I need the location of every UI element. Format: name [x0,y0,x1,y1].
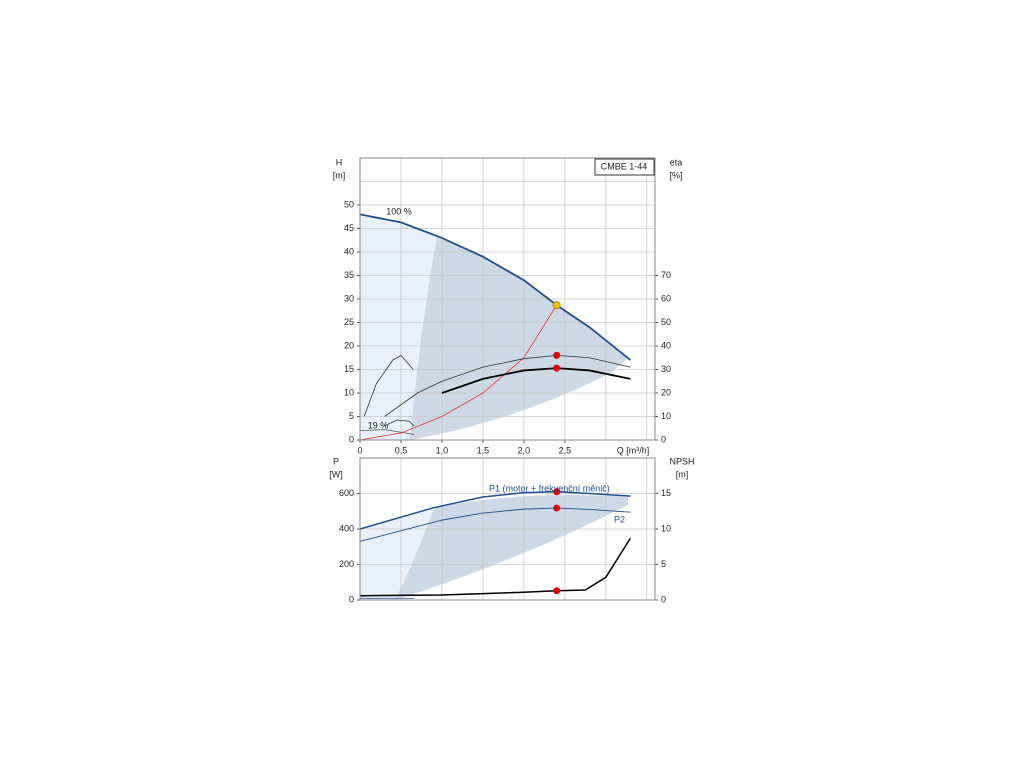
operating-point [553,587,561,595]
y2-tick-label: 0 [661,434,666,444]
x-tick-label: 1,0 [436,445,449,455]
y2-tick-label: 30 [661,364,671,374]
y-tick-label: 5 [349,411,354,421]
y-tick-label: 0 [349,434,354,444]
x-tick-label: 2,0 [518,445,531,455]
operating-point [553,488,561,496]
y2-tick-label: 10 [661,523,671,533]
y-unit: [m] [333,170,346,180]
y2-tick-label: 60 [661,293,671,303]
y-label: P [333,456,339,466]
plot-frame [359,457,656,601]
operating-point [553,364,561,372]
curve [384,419,415,427]
y2-tick-label: 40 [661,340,671,350]
range-dark [410,237,628,440]
plot-frame [359,157,656,441]
curve [384,354,631,417]
annotation: 19 % [368,420,389,430]
y-tick-label: 45 [344,223,354,233]
annotation: 100 % [386,206,412,216]
curve [441,367,631,394]
x-tick-label: 2,5 [559,445,572,455]
x-tick-label: 0 [357,445,362,455]
y-tick-label: 10 [344,387,354,397]
y2-label: NPSH [669,456,694,466]
title-box [594,158,655,176]
y-tick-label: 400 [339,523,354,533]
y-tick-label: 15 [344,364,354,374]
curve [359,213,631,361]
y-tick-label: 25 [344,317,354,327]
plot-layer: 0 0,5 1,0 1,5 2,0 2,5051015202530354045500102… [339,158,671,604]
y2-tick-label: 15 [661,488,671,498]
y2-tick-label: 50 [661,317,671,327]
y-tick-label: 35 [344,270,354,280]
range-light [360,214,437,440]
curve [363,354,414,417]
y2-tick-label: 20 [661,387,671,397]
y2-unit: [%] [669,170,682,180]
y2-tick-label: 70 [661,270,671,280]
x-label: Q [m³/h] [617,445,650,455]
y2-label: eta [670,157,683,167]
annotation: P2 [614,514,625,524]
annotation: P1 (motor + frekvenční měnič) [489,483,610,493]
y2-unit: [m] [676,469,689,479]
y-label: H [336,157,343,167]
range-dark [395,495,628,600]
y-unit: [W] [329,469,343,479]
y-tick-label: 40 [344,246,354,256]
curve [359,429,415,435]
y-tick-label: 50 [344,199,354,209]
chart-title: CMBE 1-44 [601,161,648,171]
y-tick-label: 20 [344,340,354,350]
operating-point [553,504,561,512]
y-tick-label: 0 [349,594,354,604]
curve [359,304,558,441]
range-light [360,508,434,600]
curve [359,490,631,530]
curve [359,507,631,542]
y2-tick-label: 0 [661,594,666,604]
y-tick-label: 600 [339,488,354,498]
x-tick-label: 0,5 [395,445,408,455]
y2-tick-label: 5 [661,559,666,569]
y-tick-label: 30 [344,293,354,303]
operating-point [553,351,561,359]
y2-tick-label: 10 [661,411,671,421]
y-tick-label: 200 [339,559,354,569]
x-tick-label: 1,5 [477,445,490,455]
operating-point [552,301,561,310]
